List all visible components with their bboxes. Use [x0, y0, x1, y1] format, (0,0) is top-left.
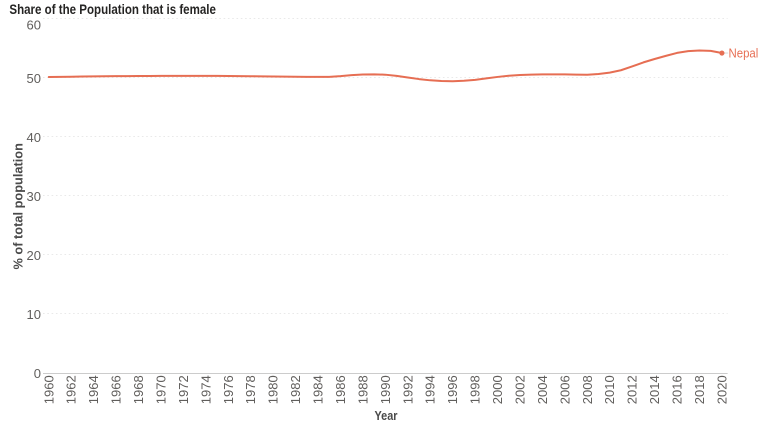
svg-text:1990: 1990 [378, 375, 393, 404]
svg-text:1986: 1986 [333, 375, 348, 404]
svg-text:2002: 2002 [512, 375, 527, 404]
svg-text:2020: 2020 [714, 375, 729, 404]
svg-text:20: 20 [27, 248, 41, 263]
svg-text:2006: 2006 [557, 375, 572, 404]
svg-text:2018: 2018 [692, 375, 707, 404]
svg-text:1978: 1978 [243, 375, 258, 404]
svg-text:2014: 2014 [647, 375, 662, 404]
svg-text:1982: 1982 [288, 375, 303, 404]
svg-text:1968: 1968 [131, 375, 146, 404]
svg-text:30: 30 [27, 189, 41, 204]
svg-text:1988: 1988 [355, 375, 370, 404]
svg-text:1998: 1998 [468, 375, 483, 404]
svg-text:40: 40 [27, 130, 41, 145]
svg-text:1966: 1966 [109, 375, 124, 404]
svg-text:1984: 1984 [311, 375, 326, 404]
svg-text:2000: 2000 [490, 375, 505, 404]
svg-text:1960: 1960 [41, 375, 56, 404]
svg-text:1996: 1996 [445, 375, 460, 404]
svg-text:10: 10 [27, 307, 41, 322]
svg-text:1964: 1964 [86, 375, 101, 404]
svg-text:2004: 2004 [535, 375, 550, 404]
svg-text:1970: 1970 [153, 375, 168, 404]
svg-text:1992: 1992 [400, 375, 415, 404]
svg-text:1976: 1976 [221, 375, 236, 404]
svg-text:0: 0 [34, 366, 41, 381]
svg-text:1974: 1974 [198, 375, 213, 404]
svg-text:2008: 2008 [580, 375, 595, 404]
svg-text:1962: 1962 [64, 375, 79, 404]
svg-text:Year: Year [375, 408, 398, 423]
svg-text:2012: 2012 [625, 375, 640, 404]
svg-text:50: 50 [27, 71, 41, 86]
svg-text:2016: 2016 [670, 375, 685, 404]
svg-text:Nepal: Nepal [729, 47, 759, 61]
svg-text:Share of the Population that i: Share of the Population that is female [9, 1, 216, 17]
svg-text:1980: 1980 [266, 375, 281, 404]
svg-text:1994: 1994 [423, 375, 438, 404]
svg-text:2010: 2010 [602, 375, 617, 404]
svg-text:1972: 1972 [176, 375, 191, 404]
svg-text:60: 60 [27, 18, 41, 33]
svg-text:% of total population: % of total population [10, 143, 25, 270]
